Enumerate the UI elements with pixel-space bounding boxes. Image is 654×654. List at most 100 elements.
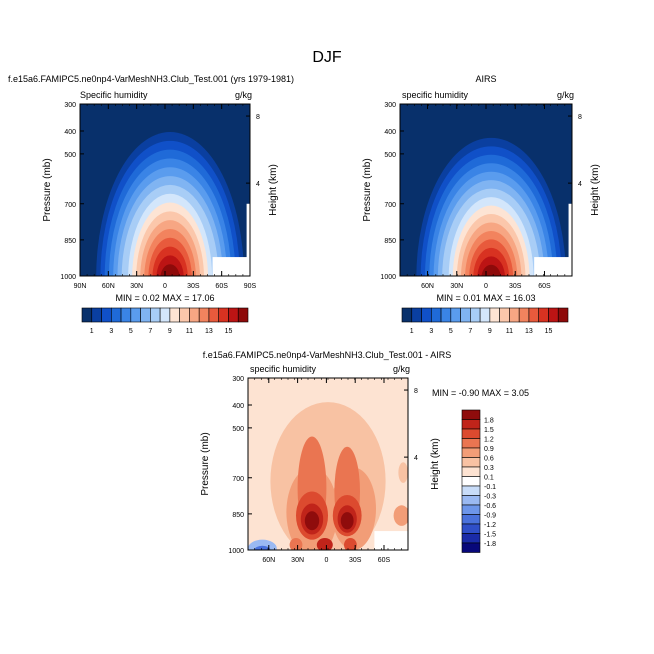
colorbar-swatch (411, 307, 422, 323)
ytick-label: 400 (232, 403, 244, 410)
colorbar-swatch (461, 485, 481, 496)
colorbar-swatch (101, 307, 112, 323)
colorbar-swatch (499, 307, 510, 323)
contour-band (254, 545, 271, 550)
contour-band (340, 512, 354, 530)
missing-data (534, 257, 572, 276)
colorbar-swatch (430, 307, 442, 323)
colorbar-swatch (557, 307, 569, 323)
colorbar-swatch (461, 476, 481, 487)
xtick-label: 30N (450, 283, 463, 290)
colorbar-label: 9 (488, 328, 492, 335)
colorbar-swatch (461, 428, 481, 439)
colorbar-label: 13 (205, 328, 213, 335)
ytick-right-label: 4 (578, 181, 582, 188)
panel-model-ylabel: Pressure (mb) (42, 158, 53, 221)
colorbar-swatch (218, 307, 229, 323)
contour-band (248, 539, 277, 550)
ytick-label: 400 (64, 129, 76, 136)
colorbar-swatch (159, 307, 171, 323)
missing-data (374, 531, 408, 550)
figure-title: DJF (312, 49, 342, 66)
missing-data (568, 203, 572, 276)
ytick-label: 700 (384, 202, 396, 209)
panel-obs-units: g/kg (557, 90, 574, 100)
colorbar-swatch (208, 307, 220, 323)
colorbar-swatch (461, 457, 481, 468)
missing-data (212, 257, 250, 276)
colorbar-swatch (461, 495, 481, 506)
colorbar-label: 0.9 (484, 446, 494, 453)
panel-model-stats: MIN = 0.02 MAX = 17.06 (115, 293, 214, 303)
xtick-label: 60N (262, 557, 275, 564)
colorbar-swatch (489, 307, 500, 323)
colorbar-label: 1 (410, 328, 414, 335)
colorbar-swatch (228, 307, 239, 323)
panel-obs-stats: MIN = 0.01 MAX = 16.03 (436, 293, 535, 303)
colorbar-swatch (461, 533, 481, 544)
panel-model-field (80, 104, 250, 276)
colorbar-swatch (461, 523, 481, 534)
panel-diff-axes: 300 400 500 700 850 1000 8 4 60N 30N 0 30S 60S (228, 376, 418, 564)
colorbar-swatch (401, 307, 413, 323)
colorbar-swatch (237, 307, 249, 323)
panel-model-axes: 300 400 500 700 850 1000 8 4 90N 60N 30N 0 30S 60S 90S (60, 102, 260, 290)
colorbar-swatch (81, 307, 93, 323)
contour-band (398, 462, 408, 483)
colorbar-label: 3 (429, 328, 433, 335)
colorbar-label: 1.8 (484, 418, 494, 425)
ytick-label: 850 (384, 238, 396, 245)
panel-obs-field (400, 104, 572, 276)
colorbar-obs: 1 3 5 7 9 11 13 15 (401, 307, 569, 335)
ytick-label: 300 (64, 102, 76, 109)
contour-band (393, 505, 408, 526)
xtick-label: 90N (74, 283, 87, 290)
panel-diff: f.e15a6.FAMIPC5.ne0np4-VarMeshNH3.Club_T… (200, 350, 529, 564)
colorbar-swatch (518, 307, 530, 323)
colorbar-swatch (130, 307, 141, 323)
colorbar-swatch (470, 307, 481, 323)
ytick-label: 850 (232, 512, 244, 519)
colorbar-label: 5 (129, 328, 133, 335)
colorbar-label: -0.9 (484, 513, 496, 520)
colorbar-swatch (461, 514, 481, 525)
contour-band (289, 537, 303, 550)
panel-diff-title: f.e15a6.FAMIPC5.ne0np4-VarMeshNH3.Club_T… (203, 350, 451, 360)
xtick-label: 30S (187, 283, 200, 290)
ytick-label: 500 (232, 426, 244, 433)
colorbar-label: -1.8 (484, 541, 496, 548)
colorbar-label: 7 (468, 328, 472, 335)
colorbar-swatch (461, 409, 481, 420)
colorbar-label: 11 (506, 328, 513, 335)
panel-diff-stats: MIN = -0.90 MAX = 3.05 (432, 388, 529, 398)
ytick-label: 700 (64, 202, 76, 209)
colorbar-label: 0.6 (484, 456, 494, 463)
ytick-label: 1000 (60, 274, 76, 281)
ytick-label: 300 (232, 376, 244, 383)
panel-diff-field (248, 378, 408, 550)
colorbar-swatch (450, 307, 461, 323)
contour-band (316, 537, 333, 550)
colorbar-swatch (179, 307, 190, 323)
xtick-label: 30N (291, 557, 304, 564)
colorbar-label: -1.5 (484, 532, 496, 539)
panel-diff-units: g/kg (393, 364, 410, 374)
colorbar-swatch (150, 307, 161, 323)
colorbar-swatch (169, 307, 180, 323)
colorbar-swatch (528, 307, 540, 323)
ytick-label: 1000 (380, 274, 396, 281)
ytick-right-label: 4 (256, 181, 260, 188)
colorbar-label: 0.1 (484, 475, 494, 482)
colorbar-label: 3 (109, 328, 113, 335)
panel-obs-axes: 300 400 500 700 850 1000 8 4 60N 30N 0 30S 60S (380, 102, 582, 290)
ytick-label: 500 (384, 152, 396, 159)
colorbar-label: -1.2 (484, 522, 496, 529)
colorbar-swatch (189, 307, 200, 323)
xtick-label: 90S (244, 283, 257, 290)
panel-obs-left-label: specific humidity (402, 90, 469, 100)
colorbar-swatch (421, 307, 432, 323)
colorbar-swatch (461, 504, 481, 515)
panel-obs: AIRS specific humidity g/kg 300 400 500 700… (362, 74, 601, 303)
xtick-label: 30S (349, 557, 362, 564)
colorbar-label: 15 (225, 328, 233, 335)
